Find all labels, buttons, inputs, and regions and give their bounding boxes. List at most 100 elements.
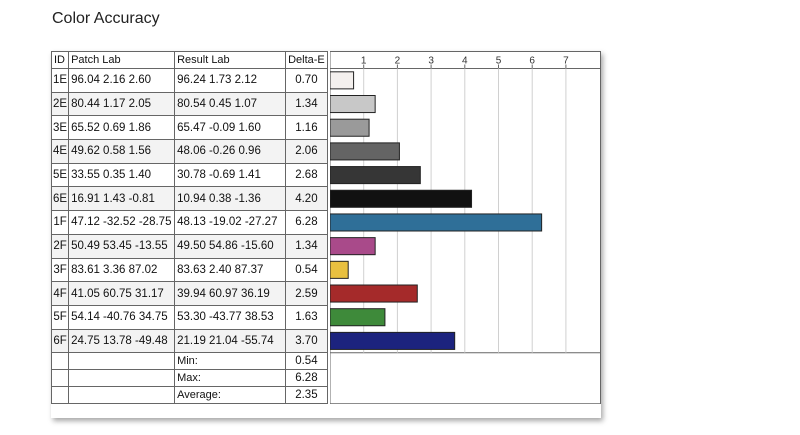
cell-patch-lab: 16.91 1.43 -0.81 (68, 186, 176, 212)
cell-id: 3E (50, 115, 70, 141)
summary-blank (68, 352, 176, 371)
summary-blank (68, 386, 176, 405)
cell-delta-e: 0.70 (285, 68, 328, 93)
tick-label: 5 (496, 56, 502, 67)
chart-frame (330, 51, 601, 405)
cell-delta-e: 1.63 (285, 304, 328, 330)
cell-id: 3F (50, 257, 70, 283)
cell-id: 2E (50, 91, 70, 117)
cell-patch-lab: 24.75 13.78 -49.48 (68, 328, 176, 354)
summary-blank (50, 386, 70, 405)
tick-label: 2 (395, 56, 401, 67)
cell-result-lab: 49.50 54.86 -15.60 (174, 233, 287, 259)
max-label: Max: (174, 369, 287, 388)
cell-id: 2F (50, 233, 70, 259)
bar (330, 166, 421, 185)
cell-patch-lab: 50.49 53.45 -13.55 (68, 233, 176, 259)
header-result-lab: Result Lab (174, 51, 287, 69)
min-value: 0.54 (285, 352, 328, 371)
summary-row-average: Average: 2.35 (50, 386, 328, 405)
cell-result-lab: 83.63 2.40 87.37 (174, 257, 287, 283)
cell-id: 4F (50, 281, 70, 306)
cell-patch-lab: 49.62 0.58 1.56 (68, 139, 176, 164)
delta-e-bar-chart: 1 2 3 4 5 6 7 (330, 51, 601, 405)
bar (330, 118, 370, 137)
cell-result-lab: 10.94 0.38 -1.36 (174, 186, 287, 212)
cell-patch-lab: 41.05 60.75 31.17 (68, 281, 176, 306)
chart-title: Color Accuracy (52, 10, 160, 27)
table-row: 4E 49.62 0.58 1.56 48.06 -0.26 0.96 2.06 (50, 139, 328, 164)
bar (330, 284, 418, 303)
bar (330, 71, 355, 90)
tick-label: 6 (529, 56, 535, 67)
cell-delta-e: 2.59 (285, 281, 328, 306)
max-value: 6.28 (285, 369, 328, 388)
bar (330, 95, 376, 114)
cell-id: 6E (50, 186, 70, 212)
average-value: 2.35 (285, 386, 328, 405)
tick-label: 7 (563, 56, 569, 67)
cell-result-lab: 48.13 -19.02 -27.27 (174, 210, 287, 235)
cell-result-lab: 96.24 1.73 2.12 (174, 68, 287, 93)
cell-delta-e: 1.34 (285, 91, 328, 117)
cell-id: 1E (50, 68, 70, 93)
summary-blank (68, 369, 176, 388)
table-row: 6F 24.75 13.78 -49.48 21.19 21.04 -55.74 3.… (50, 328, 328, 354)
header-id: ID (50, 51, 70, 69)
cell-id: 4E (50, 139, 70, 164)
bar (330, 142, 400, 161)
table-row: 5F 54.14 -40.76 34.75 53.30 -43.77 38.53 1.… (50, 304, 328, 330)
cell-patch-lab: 80.44 1.17 2.05 (68, 91, 176, 117)
table-row: 1F 47.12 -32.52 -28.75 48.13 -19.02 -27.27… (50, 210, 328, 235)
cell-result-lab: 48.06 -0.26 0.96 (174, 139, 287, 164)
cell-delta-e: 2.06 (285, 139, 328, 164)
tick-label: 4 (462, 56, 468, 67)
bar (330, 213, 543, 232)
cell-result-lab: 21.19 21.04 -55.74 (174, 328, 287, 354)
cell-id: 5E (50, 162, 70, 188)
bar (330, 331, 456, 350)
cell-result-lab: 65.47 -0.09 1.60 (174, 115, 287, 141)
cell-result-lab: 80.54 0.45 1.07 (174, 91, 287, 117)
cell-delta-e: 0.54 (285, 257, 328, 283)
average-label: Average: (174, 386, 287, 405)
summary-blank (50, 352, 70, 371)
cell-patch-lab: 96.04 2.16 2.60 (68, 68, 176, 93)
table-row: 3E 65.52 0.69 1.86 65.47 -0.09 1.60 1.16 (50, 115, 328, 141)
bar (330, 308, 386, 327)
cell-delta-e: 4.20 (285, 186, 328, 212)
tick-label: 1 (361, 56, 367, 67)
table-row: 1E 96.04 2.16 2.60 96.24 1.73 2.12 0.70 (50, 68, 328, 93)
table-row: 2E 80.44 1.17 2.05 80.54 0.45 1.07 1.34 (50, 91, 328, 117)
cell-id: 6F (50, 328, 70, 354)
summary-blank (50, 369, 70, 388)
min-label: Min: (174, 352, 287, 371)
summary-row-min: Min: 0.54 (50, 352, 328, 371)
cell-delta-e: 1.34 (285, 233, 328, 259)
cell-delta-e: 3.70 (285, 328, 328, 354)
tick-label: 3 (428, 56, 434, 67)
cell-id: 1F (50, 210, 70, 235)
bar (330, 189, 473, 208)
cell-result-lab: 53.30 -43.77 38.53 (174, 304, 287, 330)
bar (330, 260, 349, 279)
cell-patch-lab: 47.12 -32.52 -28.75 (68, 210, 176, 235)
header-patch-lab: Patch Lab (68, 51, 176, 69)
summary-row-max: Max: 6.28 (50, 369, 328, 388)
cell-result-lab: 30.78 -0.69 1.41 (174, 162, 287, 188)
cell-delta-e: 2.68 (285, 162, 328, 188)
header-row: ID Patch Lab Result Lab Delta-E (50, 51, 328, 69)
cell-result-lab: 39.94 60.97 36.19 (174, 281, 287, 306)
cell-delta-e: 1.16 (285, 115, 328, 141)
table-row: 4F 41.05 60.75 31.17 39.94 60.97 36.19 2.59 (50, 281, 328, 306)
table-row: 2F 50.49 53.45 -13.55 49.50 54.86 -15.60 1.… (50, 233, 328, 259)
table-row: 6E 16.91 1.43 -0.81 10.94 0.38 -1.36 4.20 (50, 186, 328, 212)
cell-patch-lab: 83.61 3.36 87.02 (68, 257, 176, 283)
cell-delta-e: 6.28 (285, 210, 328, 235)
cell-patch-lab: 33.55 0.35 1.40 (68, 162, 176, 188)
cell-id: 5F (50, 304, 70, 330)
data-table: ID Patch Lab Result Lab Delta-E 1E 96.04 … (50, 51, 328, 405)
header-delta-e: Delta-E (285, 51, 328, 69)
table-row: 3F 83.61 3.36 87.02 83.63 2.40 87.37 0.54 (50, 257, 328, 283)
cell-patch-lab: 54.14 -40.76 34.75 (68, 304, 176, 330)
